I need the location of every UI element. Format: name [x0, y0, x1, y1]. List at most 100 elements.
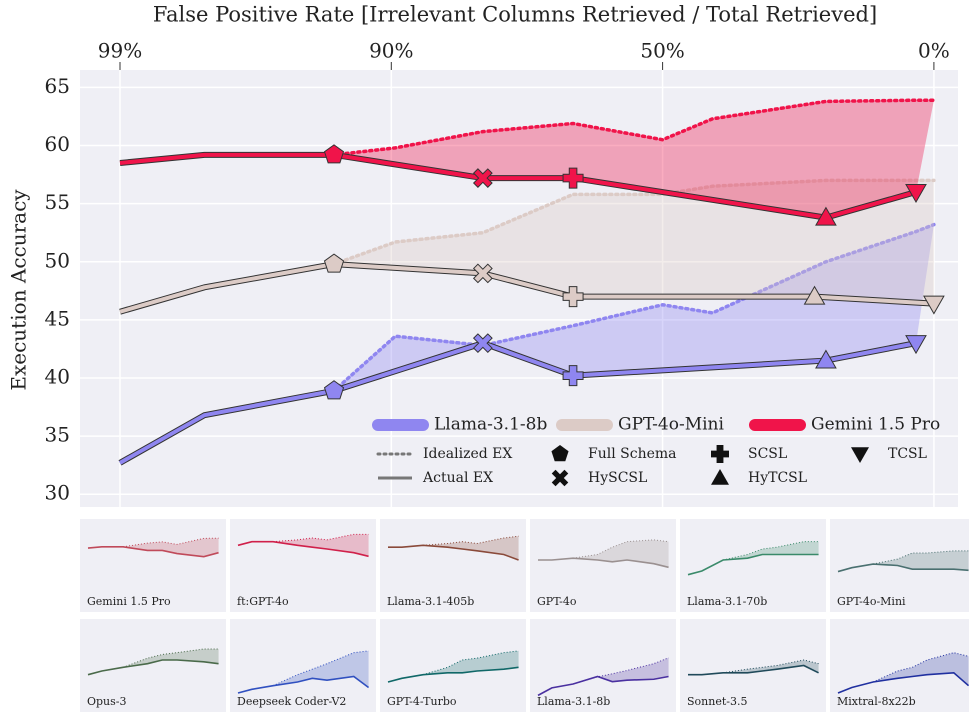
marker [562, 365, 584, 387]
y-axis-title: Execution Accuracy [7, 189, 31, 391]
marker [472, 168, 493, 188]
legend-label: HySCSL [588, 470, 647, 486]
legend-label: Idealized EX [423, 446, 512, 462]
panel-background [830, 619, 969, 712]
marker [923, 295, 945, 315]
plot-background [80, 70, 958, 507]
panel-background [80, 619, 226, 712]
y-tick-label: 65 [45, 74, 70, 98]
legend-label: Llama-3.1-8b [434, 415, 547, 435]
legend-label: Full Schema [588, 446, 677, 462]
panel-background [230, 619, 376, 712]
panel-actual-line [538, 557, 669, 569]
panel-ideal-line [423, 535, 519, 546]
panel-actual-line [837, 563, 969, 573]
marker [472, 263, 493, 284]
panel-ideal-line [873, 550, 969, 565]
panel-label: ft:GPT-4o [237, 595, 289, 608]
panel-label: GPT-4-Turbo [387, 695, 457, 708]
panel-actual-line [537, 675, 669, 697]
panel-area [723, 541, 819, 560]
panel-ideal-line [722, 541, 819, 561]
panel-label: Llama-3.1-8b [537, 695, 610, 708]
panel-area [573, 657, 669, 685]
legend-marker [551, 469, 569, 487]
panel-area [423, 650, 519, 675]
legend-label: TCSL [888, 446, 927, 462]
x-tick-label: 90% [369, 39, 413, 63]
legend-marker [851, 447, 869, 463]
panel-background [80, 519, 226, 612]
panel-background [380, 519, 526, 612]
panel-actual-line [237, 540, 369, 558]
marker [905, 184, 927, 204]
panel-area [423, 536, 519, 560]
legend-marker [711, 445, 729, 463]
panel-ideal-line [723, 659, 819, 674]
panel-actual-line [87, 546, 219, 558]
marker [323, 380, 345, 400]
panel-label: GPT-4o [537, 595, 577, 608]
panel-area [273, 650, 369, 688]
panel-actual-line [87, 659, 219, 676]
legend-marker [551, 445, 569, 462]
panel-label: Llama-3.1-405b [387, 595, 474, 608]
panel-area [123, 649, 219, 668]
y-tick-label: 60 [45, 132, 70, 156]
y-tick-label: 45 [45, 306, 70, 330]
panel-label: Opus-3 [87, 695, 127, 708]
panel-background [530, 619, 676, 712]
x-tick-label: 50% [640, 39, 684, 63]
panel-ideal-line [422, 650, 519, 676]
panel-label: Deepseek Coder-V2 [237, 695, 346, 708]
gap-area [334, 224, 934, 391]
marker [562, 167, 584, 189]
legend-label: GPT-4o-Mini [618, 415, 724, 435]
marker [803, 285, 826, 305]
panel-actual-line [837, 672, 969, 694]
panel-actual-line [387, 666, 519, 683]
panel-background [380, 619, 526, 712]
panel-ideal-line [122, 648, 219, 668]
marker [472, 333, 493, 354]
panel-label: Mixtral-8x22b [837, 695, 916, 708]
panel-background [530, 519, 676, 612]
y-tick-label: 55 [45, 190, 70, 214]
y-tick-label: 40 [45, 364, 70, 388]
panel-actual-line [688, 664, 819, 676]
legend-label: SCSL [748, 446, 787, 462]
panel-actual-line [687, 553, 819, 576]
marker [815, 206, 837, 226]
y-tick-label: 30 [45, 481, 70, 505]
x-tick-label: 0% [918, 39, 950, 63]
legend-label: HyTCSL [748, 470, 807, 486]
ideal-line [332, 222, 936, 393]
x-axis-title: False Positive Rate [Irrelevant Columns … [153, 3, 877, 27]
marker [562, 286, 584, 308]
legend-label: Gemini 1.5 Pro [811, 415, 940, 435]
panel-area [573, 539, 669, 568]
marker [815, 349, 837, 369]
panel-label: Llama-3.1-70b [687, 595, 767, 608]
panel-background [230, 519, 376, 612]
panel-label: GPT-4o-Mini [837, 595, 906, 608]
panel-area [123, 538, 219, 557]
x-tick-label: 99% [98, 39, 142, 63]
y-tick-label: 50 [45, 248, 70, 272]
y-tick-label: 35 [45, 423, 70, 447]
gap-area [334, 100, 934, 218]
ideal-line [332, 98, 936, 157]
marker [323, 144, 345, 164]
marker [323, 253, 345, 273]
marker [905, 335, 927, 355]
panel-label: Sonnet-3.5 [687, 695, 747, 708]
panel-actual-line [237, 675, 370, 694]
legend-marker [711, 469, 729, 485]
panel-actual-line [388, 544, 519, 561]
panel-area [873, 652, 969, 686]
legend-label: Actual EX [422, 470, 493, 486]
panel-ideal-line [273, 533, 369, 543]
panel-ideal-line [123, 537, 219, 548]
panel-background [680, 519, 826, 612]
